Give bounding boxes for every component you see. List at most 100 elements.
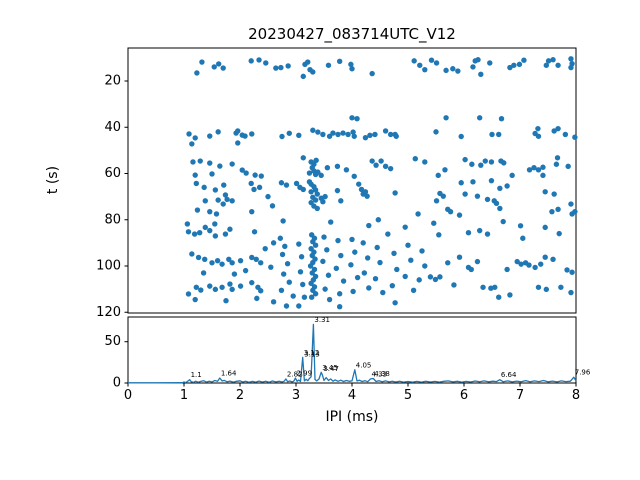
scatter-point — [375, 217, 382, 223]
scatter-point — [199, 59, 205, 65]
x-tick-label: 2 — [236, 388, 244, 403]
scatter-point — [258, 260, 264, 266]
scatter-point — [509, 172, 515, 179]
scatter-point — [296, 132, 302, 139]
scatter-point — [415, 211, 421, 217]
scatter-point — [408, 257, 414, 263]
y-axis-label: t (s) — [45, 166, 61, 194]
scatter-point — [338, 198, 344, 204]
scatter-point — [455, 68, 461, 74]
scatter-point — [296, 303, 302, 309]
scatter-point — [433, 129, 439, 135]
scatter-point — [445, 260, 451, 266]
scatter-point — [279, 133, 285, 140]
scatter-point — [542, 189, 548, 195]
scatter-point — [377, 259, 383, 266]
scatter-point — [462, 191, 468, 197]
scatter-point — [189, 141, 195, 147]
scatter-point — [532, 264, 538, 271]
scatter-point — [293, 180, 300, 187]
scatter-point — [283, 303, 290, 309]
scatter-point — [214, 257, 221, 264]
scatter-point — [229, 286, 235, 293]
scatter-point — [283, 182, 290, 188]
scatter-point — [498, 115, 505, 122]
scatter-point — [335, 237, 341, 244]
scatter-point — [229, 161, 235, 167]
scatter-point — [443, 67, 449, 74]
scatter-point — [330, 130, 336, 136]
scatter-point — [493, 200, 500, 207]
scatter-point — [320, 199, 326, 205]
x-tick-label: 8 — [572, 388, 580, 403]
scatter-point — [458, 133, 464, 140]
scatter-point — [402, 224, 408, 230]
scatter-point — [309, 270, 315, 276]
scatter-point — [511, 62, 517, 68]
scatter-point — [551, 191, 557, 197]
scatter-point — [354, 274, 361, 281]
scatter-point — [277, 235, 284, 241]
scatter-point — [263, 60, 269, 66]
y-tick-label: 120 — [96, 305, 121, 320]
scatter-point — [372, 276, 379, 282]
scatter-point — [207, 160, 213, 166]
scatter-point — [356, 181, 362, 187]
scatter-point — [555, 125, 561, 132]
scatter-point — [422, 263, 428, 269]
scatter-point — [286, 130, 292, 136]
scatter-point — [237, 283, 244, 289]
scatter-point — [416, 277, 422, 283]
scatter-point — [243, 170, 249, 176]
scatter-point — [374, 244, 380, 251]
scatter-point — [262, 245, 268, 252]
scatter-point — [447, 208, 454, 215]
scatter-point — [456, 254, 463, 260]
scatter-point — [278, 180, 285, 186]
scatter-point — [338, 252, 344, 259]
scatter-point — [553, 161, 560, 167]
scatter-point — [392, 190, 398, 196]
scatter-point — [462, 156, 468, 163]
scatter-point — [369, 158, 375, 164]
scatter-point — [216, 61, 222, 67]
scatter-point — [300, 281, 306, 288]
scatter-point — [202, 224, 208, 231]
scatter-point — [542, 254, 548, 260]
scatter-point — [469, 161, 475, 167]
scatter-point — [507, 64, 513, 71]
scatter-point — [351, 133, 357, 139]
scatter-point — [215, 129, 221, 135]
scatter-point — [535, 284, 542, 290]
scatter-point — [543, 62, 550, 68]
scatter-point — [336, 304, 343, 310]
scatter-point — [568, 56, 574, 62]
scatter-point — [248, 180, 254, 187]
hist-plot-group: 0 50 0 1 2 3 4 5 6 7 8 1.1 1.64 2.822.99 3.123.13 3.31 3… — [104, 316, 590, 403]
scatter-point — [345, 131, 351, 138]
scatter-point — [209, 171, 215, 177]
scatter-point — [366, 222, 372, 229]
scatter-point — [256, 57, 262, 63]
scatter-point — [478, 162, 484, 168]
scatter-point — [402, 273, 408, 280]
scatter-point — [555, 62, 561, 68]
scatter-point — [273, 65, 279, 71]
scatter-point — [315, 169, 321, 175]
scatter-point — [278, 287, 285, 293]
scatter-point — [224, 196, 230, 203]
scatter-point — [364, 193, 370, 199]
scatter-point — [306, 170, 313, 176]
scatter-point — [270, 299, 277, 305]
scatter-point — [497, 205, 503, 212]
scatter-point — [549, 208, 555, 215]
scatter-point — [278, 64, 284, 71]
scatter-point — [410, 287, 417, 293]
scatter-point — [194, 207, 201, 213]
scatter-point — [324, 165, 331, 171]
scatter-point — [242, 267, 249, 274]
scatter-point — [324, 247, 330, 253]
scatter-point — [465, 230, 472, 236]
scatter-point — [504, 266, 510, 273]
